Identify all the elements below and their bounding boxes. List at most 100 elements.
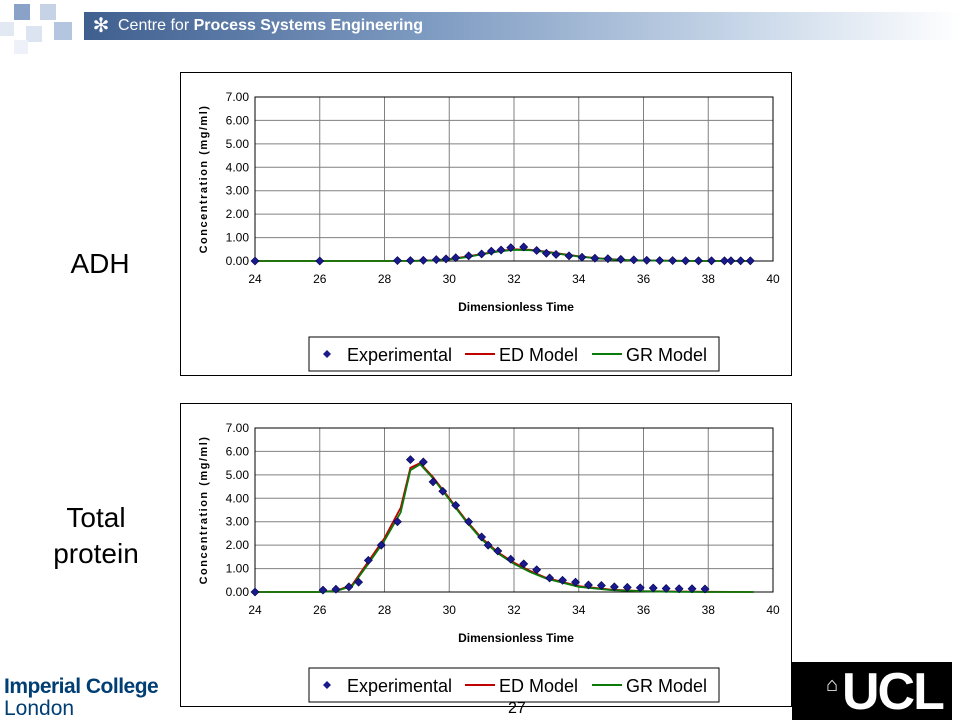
y-tick-label: 2.00: [226, 207, 250, 221]
plot-area-border: [254, 427, 774, 593]
x-tick-label: 24: [248, 603, 262, 617]
data-point: [577, 252, 587, 262]
snowflake-icon: ✻: [92, 15, 110, 37]
data-point: [661, 584, 671, 593]
data-point: [726, 256, 736, 266]
x-tick-label: 38: [702, 603, 716, 617]
data-point: [376, 540, 386, 550]
y-tick-label: 3.00: [226, 515, 250, 529]
y-tick-label: 6.00: [226, 444, 250, 458]
y-tick-label: 7.00: [226, 421, 250, 435]
decor-square: [14, 40, 28, 54]
chart2-label-line1: Total: [66, 502, 126, 533]
x-axis-label: Dimensionless Time: [458, 300, 574, 314]
x-tick-label: 36: [637, 272, 651, 286]
chart-adh: 0.00 1.00 2.00 3.00 4.00 5.00 6.00 7.00 24 26 28 30…: [198, 90, 780, 372]
data-point: [331, 584, 341, 594]
imperial-college-logo: Imperial College London: [4, 675, 159, 720]
data-point: [418, 255, 428, 265]
legend-label-experimental: Experimental: [347, 676, 452, 696]
y-tick-label: 7.00: [226, 90, 250, 104]
data-point: [441, 254, 451, 264]
chart-total-protein: 0.00 1.00 2.00 3.00 4.00 5.00 6.00 7.00 24 26 28 30…: [198, 421, 780, 703]
data-point: [681, 256, 691, 266]
data-point: [736, 256, 746, 266]
data-point: [590, 253, 600, 263]
x-tick-label: 24: [248, 272, 262, 286]
data-point: [519, 559, 529, 569]
data-point: [451, 500, 461, 510]
series-line-ed-model: [255, 461, 754, 593]
x-axis-label: Dimensionless Time: [458, 631, 574, 645]
data-point: [668, 256, 678, 265]
data-point: [486, 246, 496, 256]
legend-label-gr-model: GR Model: [626, 345, 707, 365]
data-point: [532, 565, 542, 575]
data-point: [393, 256, 402, 265]
header-bar: ✻ Centre for Process Systems Engineering: [0, 0, 960, 60]
data-point: [707, 256, 716, 266]
data-point: [318, 585, 328, 595]
y-axis-label: Concentration (mg/ml): [198, 105, 210, 254]
data-point: [642, 255, 652, 265]
data-point: [694, 256, 703, 266]
data-point: [603, 254, 613, 264]
data-point: [451, 253, 461, 263]
data-point: [315, 256, 325, 266]
data-point: [648, 583, 658, 593]
decor-square: [54, 22, 72, 40]
y-tick-label: 5.00: [226, 137, 250, 151]
data-point: [519, 242, 529, 252]
data-point: [477, 532, 487, 542]
data-point: [541, 248, 551, 258]
y-tick-label: 4.00: [226, 160, 250, 174]
data-point: [596, 581, 606, 590]
chart2-label-line2: protein: [53, 538, 139, 569]
data-point: [616, 254, 626, 264]
data-point: [393, 517, 402, 527]
x-tick-label: 32: [507, 603, 521, 617]
plot-area-border: [254, 96, 774, 262]
y-tick-label: 2.00: [226, 538, 250, 552]
y-tick-label: 4.00: [226, 491, 250, 505]
data-point: [493, 546, 503, 556]
portico-icon: ⌂: [826, 674, 839, 696]
data-point: [464, 517, 474, 527]
data-point: [431, 255, 441, 265]
data-point: [506, 243, 516, 253]
x-tick-label: 28: [378, 603, 392, 617]
imperial-logo-line1: Imperial College: [4, 675, 159, 698]
data-point: [609, 582, 619, 592]
y-tick-label: 0.00: [226, 585, 250, 599]
data-point: [344, 582, 354, 592]
data-point: [477, 249, 487, 259]
x-tick-label: 40: [766, 603, 780, 617]
data-point: [483, 540, 493, 550]
legend-label-ed-model: ED Model: [499, 345, 578, 365]
y-tick-label: 5.00: [226, 468, 250, 482]
decor-square: [14, 4, 30, 20]
header-title: Centre for Process Systems Engineering: [118, 17, 424, 34]
chart1-side-label: ADH: [70, 248, 130, 279]
legend-marker-experimental: [323, 681, 331, 689]
y-tick-label: 3.00: [226, 184, 250, 198]
legend-marker-experimental: [323, 350, 331, 358]
data-point: [363, 555, 373, 565]
x-tick-label: 38: [702, 272, 716, 286]
legend-label-experimental: Experimental: [347, 345, 452, 365]
data-point: [532, 246, 542, 255]
decor-square: [40, 4, 56, 20]
data-point: [428, 477, 438, 487]
x-tick-label: 32: [507, 272, 521, 286]
data-point: [629, 255, 639, 265]
data-point: [674, 584, 684, 594]
x-tick-label: 26: [313, 272, 327, 286]
data-point: [687, 584, 697, 594]
data-point: [506, 554, 516, 564]
data-point: [418, 457, 428, 467]
data-point: [720, 256, 729, 266]
x-tick-label: 36: [637, 603, 651, 617]
data-point: [655, 256, 665, 265]
data-point: [564, 251, 574, 261]
data-point: [405, 455, 415, 465]
